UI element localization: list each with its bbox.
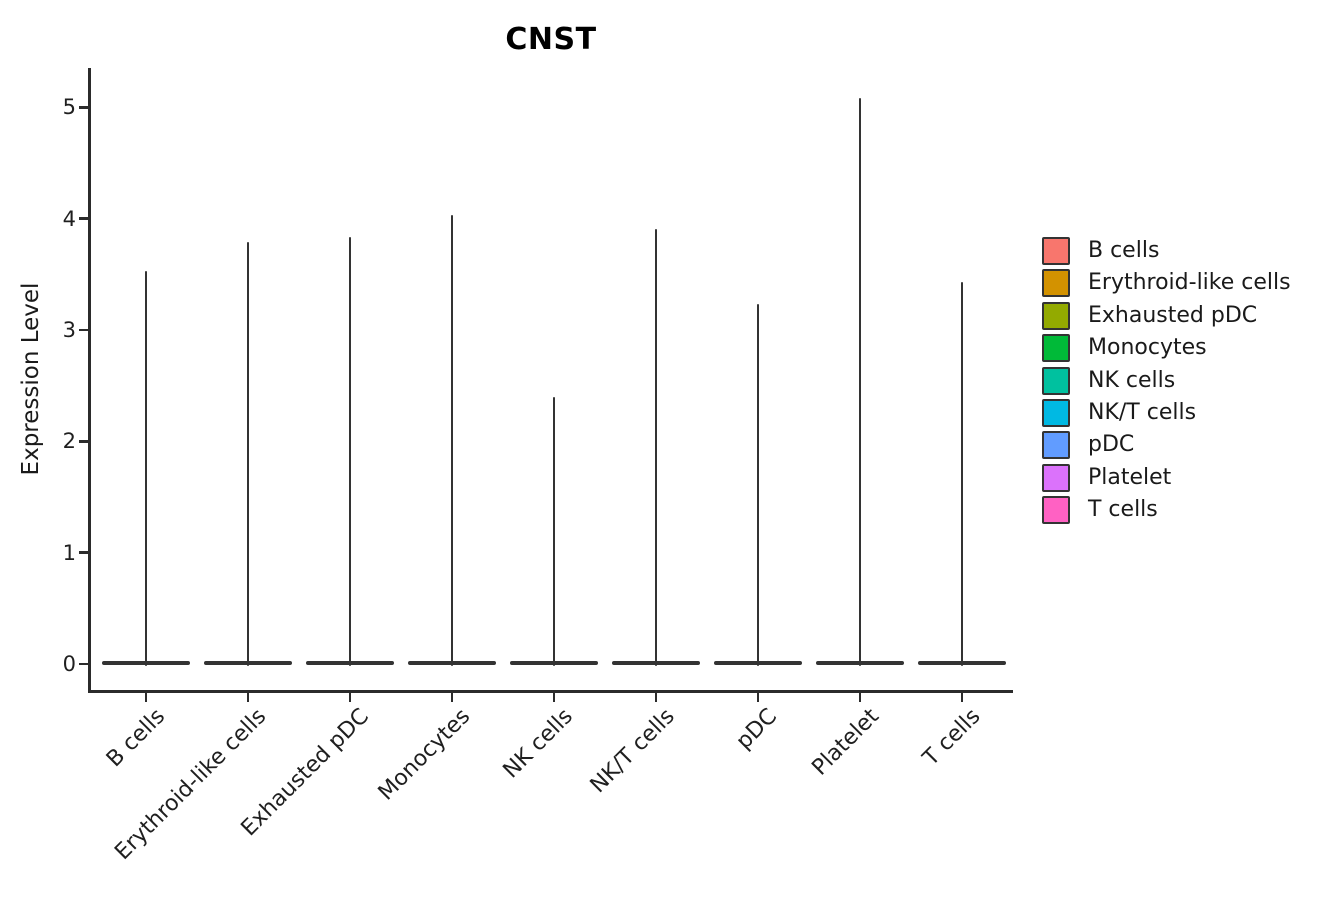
violin-base bbox=[816, 661, 904, 665]
x-tick-mark bbox=[858, 692, 862, 702]
x-tick-label: Platelet bbox=[807, 704, 884, 781]
x-tick-label: T cells bbox=[918, 704, 986, 771]
violin-base bbox=[102, 661, 190, 665]
legend-item: T cells bbox=[1042, 496, 1322, 526]
legend-label: NK/T cells bbox=[1088, 400, 1197, 425]
y-tick-label: 0 bbox=[62, 652, 76, 676]
chart-title: CNST bbox=[505, 22, 597, 57]
legend-swatch bbox=[1042, 431, 1070, 460]
legend-item: pDC bbox=[1042, 431, 1322, 461]
legend-item: Monocytes bbox=[1042, 334, 1322, 364]
violin-spike bbox=[450, 215, 454, 666]
x-tick-mark bbox=[960, 692, 964, 702]
x-tick-label: NK/T cells bbox=[585, 704, 680, 799]
violin-spike bbox=[654, 228, 658, 666]
violin-base bbox=[306, 661, 394, 665]
violin-base bbox=[204, 661, 292, 665]
x-tick-mark bbox=[552, 692, 556, 702]
y-tick-mark bbox=[79, 217, 88, 220]
violin-spike bbox=[246, 242, 250, 666]
legend-label: B cells bbox=[1088, 238, 1160, 263]
violin-spike bbox=[756, 304, 760, 666]
legend-swatch bbox=[1042, 237, 1070, 265]
legend-item: NK cells bbox=[1042, 366, 1322, 397]
y-tick-mark bbox=[79, 440, 88, 443]
legend-label: T cells bbox=[1088, 497, 1158, 523]
legend-label: NK cells bbox=[1088, 367, 1176, 393]
y-axis-title: Expression Level bbox=[18, 282, 44, 476]
y-tick-label: 3 bbox=[62, 318, 76, 343]
x-tick-label: B cells bbox=[101, 704, 170, 773]
x-tick-label: NK cells bbox=[498, 704, 578, 784]
legend-label: pDC bbox=[1088, 432, 1135, 458]
x-tick-mark bbox=[348, 692, 352, 702]
violin-base bbox=[714, 661, 802, 665]
y-axis-line bbox=[88, 68, 91, 693]
violin-spike bbox=[552, 396, 556, 666]
violin-base bbox=[612, 661, 700, 665]
y-tick-mark bbox=[79, 328, 88, 332]
legend-label: Erythroid-like cells bbox=[1088, 270, 1291, 296]
violin-base bbox=[918, 661, 1006, 665]
legend-swatch bbox=[1042, 463, 1070, 492]
legend-swatch bbox=[1042, 269, 1070, 298]
y-tick-label: 2 bbox=[62, 429, 76, 454]
x-tick-mark bbox=[756, 692, 760, 702]
y-tick-mark bbox=[79, 551, 88, 554]
legend-swatch bbox=[1042, 496, 1070, 525]
y-tick-label: 5 bbox=[62, 95, 76, 120]
legend-swatch bbox=[1042, 399, 1070, 427]
x-tick-mark bbox=[654, 692, 658, 702]
legend-label: Monocytes bbox=[1088, 335, 1207, 361]
x-tick-label: Monocytes bbox=[374, 704, 476, 806]
y-tick-label: 1 bbox=[62, 540, 76, 565]
legend-label: Exhausted pDC bbox=[1088, 302, 1258, 328]
y-tick-label: 4 bbox=[62, 206, 76, 231]
legend-label: Platelet bbox=[1088, 464, 1172, 490]
violin-spike bbox=[348, 236, 352, 666]
x-axis-line bbox=[88, 690, 1013, 693]
y-tick-mark bbox=[79, 662, 88, 666]
violin-base bbox=[408, 661, 496, 665]
violin-base bbox=[510, 661, 598, 665]
x-tick-mark bbox=[246, 692, 250, 702]
legend-swatch bbox=[1042, 334, 1070, 363]
legend-item: NK/T cells bbox=[1042, 399, 1322, 429]
legend-item: Erythroid-like cells bbox=[1042, 269, 1322, 299]
violin-spike bbox=[858, 98, 862, 666]
legend-item: Platelet bbox=[1042, 463, 1322, 494]
legend-item: Exhausted pDC bbox=[1042, 301, 1322, 332]
violin-spike bbox=[960, 282, 964, 666]
x-tick-label: pDC bbox=[731, 704, 782, 755]
x-tick-mark bbox=[144, 692, 148, 702]
legend-swatch bbox=[1042, 366, 1070, 395]
legend-item: B cells bbox=[1042, 237, 1322, 267]
violin-spike bbox=[144, 271, 148, 666]
legend-swatch bbox=[1042, 301, 1070, 330]
x-tick-mark bbox=[450, 692, 454, 702]
y-tick-mark bbox=[79, 106, 88, 109]
